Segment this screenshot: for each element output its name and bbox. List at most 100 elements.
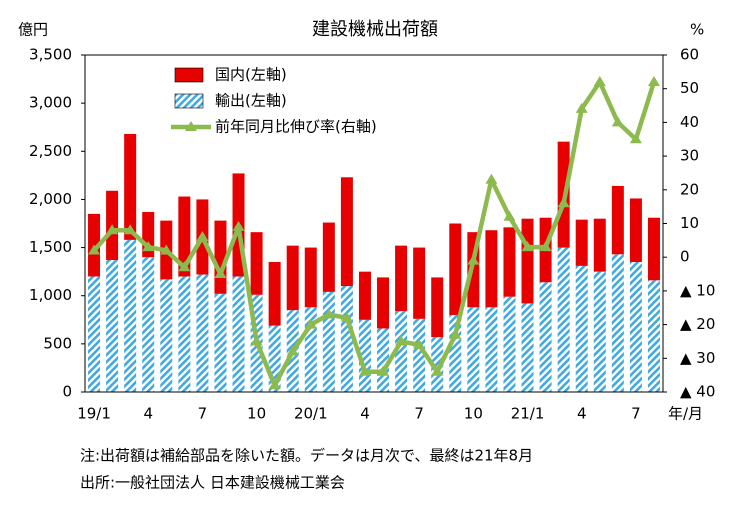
- bar: [340, 177, 353, 287]
- bar: [124, 133, 137, 240]
- bar: [106, 260, 119, 392]
- bar: [431, 277, 444, 338]
- legend-marker: [185, 121, 197, 131]
- bar: [413, 318, 426, 392]
- y-tick-label: 2,000: [29, 190, 72, 208]
- bar: [647, 217, 660, 281]
- plot-frame: [84, 54, 664, 393]
- marker: [232, 220, 245, 231]
- marker: [160, 244, 173, 255]
- bar: [250, 232, 263, 295]
- bar: [377, 277, 390, 329]
- marker: [286, 345, 299, 356]
- x-unit: 年/月: [668, 405, 703, 423]
- bar: [160, 279, 173, 392]
- y-tick-label: 0: [62, 383, 72, 401]
- x-tick-label: 10: [247, 405, 266, 423]
- marker: [485, 173, 498, 184]
- y2-tick-label: ▲ 40: [680, 383, 715, 401]
- bar: [358, 271, 371, 320]
- marker: [268, 379, 281, 390]
- bar: [304, 247, 317, 308]
- marker: [178, 261, 191, 272]
- y2-tick-label: 50: [680, 79, 699, 97]
- y2-tick-label: 0: [680, 248, 690, 266]
- bar: [395, 311, 408, 392]
- bar: [611, 185, 624, 255]
- x-tick-label: 10: [464, 405, 483, 423]
- marker: [322, 308, 335, 319]
- bar: [142, 257, 155, 392]
- marker: [611, 116, 624, 127]
- bar: [268, 262, 281, 326]
- bar: [647, 280, 660, 392]
- marker: [88, 244, 101, 255]
- bar: [593, 271, 606, 392]
- marker: [124, 224, 137, 235]
- marker: [593, 75, 606, 86]
- legend-swatch: [174, 93, 204, 109]
- bar: [322, 222, 335, 292]
- y-tick-label: 500: [43, 334, 72, 352]
- y2-unit: %: [690, 21, 704, 39]
- bar: [88, 276, 101, 392]
- bar: [395, 245, 408, 312]
- bar: [431, 337, 444, 392]
- note: 注:出荷額は補給部品を除いた額。データは月次で、最終は21年8月: [80, 447, 533, 465]
- bar: [485, 230, 498, 308]
- bar: [449, 223, 462, 315]
- chart-title: 建設機械出荷額: [312, 19, 438, 40]
- marker: [377, 365, 390, 376]
- y2-tick-label: ▲ 10: [680, 281, 715, 299]
- x-tick-label: 4: [360, 405, 370, 423]
- marker: [503, 210, 516, 221]
- marker: [647, 75, 660, 86]
- marker: [575, 102, 588, 113]
- marker: [142, 241, 155, 252]
- bar: [377, 328, 390, 392]
- x-tick-label: 20/1: [294, 405, 328, 423]
- marker: [413, 338, 426, 349]
- bar: [232, 276, 245, 392]
- bar: [521, 218, 534, 304]
- marker: [196, 230, 209, 241]
- legend-label: 前年同月比伸び率(右軸): [215, 118, 377, 136]
- line: [92, 79, 657, 388]
- bar: [629, 198, 642, 263]
- legend-swatch: [174, 67, 204, 83]
- y-tick-label: 1,500: [29, 238, 72, 256]
- marker: [358, 365, 371, 376]
- y2-tick-label: 60: [680, 46, 699, 64]
- y2-tick-label: 10: [680, 214, 699, 232]
- marker: [557, 197, 570, 208]
- bar: [593, 218, 606, 272]
- marker: [304, 318, 317, 329]
- x-tick-label: 4: [143, 405, 153, 423]
- bar: [521, 303, 534, 392]
- bar: [214, 293, 227, 392]
- bar: [575, 219, 588, 266]
- bar: [539, 282, 552, 392]
- bar: [611, 254, 624, 392]
- x-tick-label: 19/1: [77, 405, 111, 423]
- x-tick-label: 7: [414, 405, 424, 423]
- bar: [503, 227, 516, 297]
- y2-tick-label: 30: [680, 147, 699, 165]
- x-tick-label: 7: [631, 405, 641, 423]
- legend-label: 輸出(左軸): [215, 92, 287, 110]
- bar: [413, 247, 426, 319]
- bar: [178, 276, 191, 392]
- y2-tick-label: 40: [680, 113, 699, 131]
- marker: [521, 241, 534, 252]
- x-tick-label: 4: [577, 405, 587, 423]
- y-tick-label: 2,500: [29, 142, 72, 160]
- bar: [485, 307, 498, 392]
- marker: [250, 335, 263, 346]
- y-tick-label: 1,000: [29, 286, 72, 304]
- y2-tick-label: ▲ 20: [680, 315, 715, 333]
- bar: [629, 262, 642, 392]
- bar: [340, 286, 353, 392]
- x-tick-label: 21/1: [511, 405, 545, 423]
- bar: [124, 239, 137, 392]
- bar: [196, 274, 209, 392]
